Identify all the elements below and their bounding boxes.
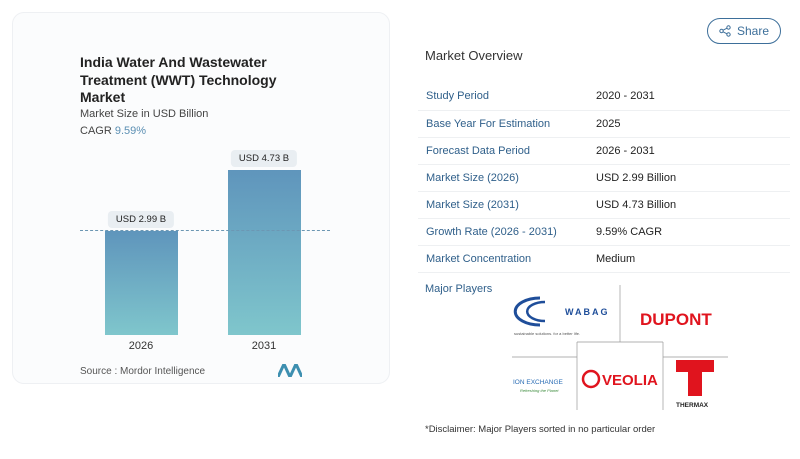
cagr: CAGR 9.59% (80, 125, 146, 137)
share-button[interactable]: Share (707, 18, 781, 44)
ion-exchange-logo: ION EXCHANGE Refreshing the Planet (513, 379, 564, 393)
svg-text:DUPONT: DUPONT (640, 310, 712, 329)
chart-subtitle: Market Size in USD Billion (80, 108, 209, 120)
mordor-logo-icon (278, 364, 302, 377)
data-label: USD 4.73 B (230, 150, 298, 167)
thermax-logo: THERMAX (676, 360, 714, 409)
overview-row: Market Size (2031) USD 4.73 Billion (418, 191, 790, 219)
row-label: Market Size (2031) (418, 191, 588, 219)
share-icon (719, 25, 731, 37)
source: Source : Mordor Intelligence (80, 366, 206, 377)
overview-row: Forecast Data Period 2026 - 2031 (418, 137, 790, 165)
overview-row: Market Size (2026) USD 2.99 Billion (418, 164, 790, 192)
row-value: 9.59% CAGR (588, 218, 790, 246)
major-players-title: Major Players (425, 283, 493, 295)
row-label: Market Size (2026) (418, 164, 588, 192)
overview-row: Growth Rate (2026 - 2031) 9.59% CAGR (418, 218, 790, 246)
row-label: Study Period (418, 83, 588, 111)
overview-row: Study Period 2020 - 2031 (418, 83, 790, 111)
bar-2026 (105, 230, 178, 335)
svg-text:ION EXCHANGE: ION EXCHANGE (513, 379, 564, 386)
svg-text:VEOLIA: VEOLIA (602, 372, 658, 389)
overview-row: Market Concentration Medium (418, 245, 790, 273)
reference-line (80, 230, 330, 231)
svg-text:sustainable solutions. for a b: sustainable solutions. for a better life… (514, 331, 580, 336)
row-value: USD 2.99 Billion (588, 164, 790, 192)
cagr-label: CAGR (80, 125, 112, 137)
share-label: Share (736, 24, 770, 38)
x-tick-label: 2031 (251, 340, 277, 352)
svg-text:Refreshing the Planet: Refreshing the Planet (520, 388, 559, 393)
row-value: 2025 (588, 110, 790, 138)
veolia-logo: VEOLIA (581, 369, 658, 389)
row-value: USD 4.73 Billion (588, 191, 790, 219)
row-value: 2026 - 2031 (588, 137, 790, 165)
major-players-logos: WABAG sustainable solutions. for a better… (512, 285, 728, 410)
overview-row: Base Year For Estimation 2025 (418, 110, 790, 138)
row-value: 2020 - 2031 (588, 83, 790, 111)
chart-card (12, 12, 390, 384)
bar-2031 (228, 170, 301, 335)
dupont-logo: DUPONT (640, 310, 712, 329)
data-label: USD 2.99 B (107, 210, 175, 228)
wabag-logo: WABAG sustainable solutions. for a better… (513, 296, 610, 336)
svg-text:WABAG: WABAG (565, 307, 610, 317)
row-label: Base Year For Estimation (418, 110, 588, 138)
row-label: Market Concentration (418, 245, 588, 273)
row-value: Medium (588, 245, 790, 273)
row-label: Growth Rate (2026 - 2031) (418, 218, 588, 246)
row-label: Forecast Data Period (418, 137, 588, 165)
svg-text:THERMAX: THERMAX (676, 402, 709, 409)
chart-title: India Water And Wastewater Treatment (WW… (80, 54, 277, 105)
x-tick-label: 2026 (128, 340, 154, 352)
disclaimer: *Disclaimer: Major Players sorted in no … (425, 424, 656, 435)
cagr-value: 9.59% (114, 125, 147, 137)
overview-table: Study Period 2020 - 2031 Base Year For Est… (418, 83, 790, 273)
overview-title: Market Overview (425, 48, 523, 63)
